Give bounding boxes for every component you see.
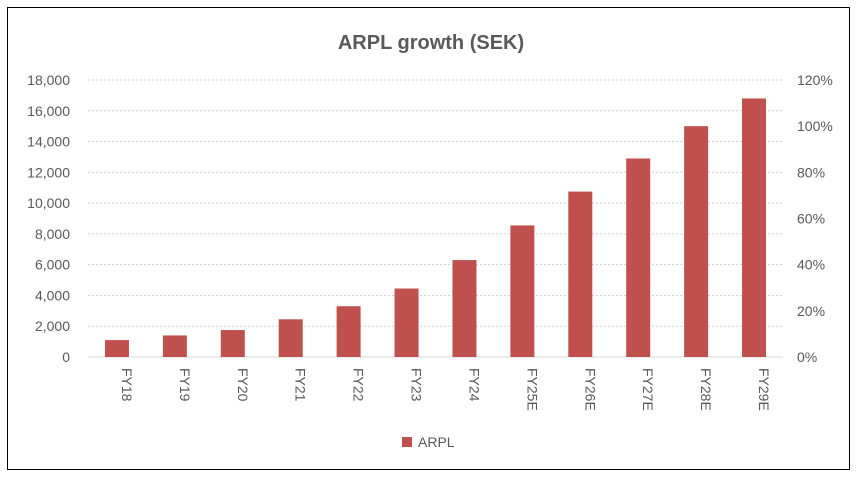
right-tick-label: 120% xyxy=(797,72,833,88)
left-tick-label: 2,000 xyxy=(35,318,70,334)
x-tick-label: FY23 xyxy=(409,368,425,402)
legend-swatch-arpl xyxy=(402,437,412,447)
bar xyxy=(162,335,187,357)
x-axis-ticks: FY18 FY19 FY20 FY21 FY22 FY23 FY24 FY25E FY26E FY… xyxy=(119,368,772,411)
x-tick-label: FY21 xyxy=(293,368,309,402)
x-tick-label: FY19 xyxy=(177,368,193,402)
left-tick-label: 6,000 xyxy=(35,257,70,273)
left-tick-label: 10,000 xyxy=(27,195,70,211)
x-tick-label: FY25E xyxy=(524,368,540,411)
left-tick-label: 16,000 xyxy=(27,103,70,119)
chart-frame xyxy=(7,7,850,470)
left-tick-label: 4,000 xyxy=(35,287,70,303)
chart-title: ARPL growth (SEK) xyxy=(338,32,524,54)
x-tick-label: FY24 xyxy=(466,368,482,402)
right-tick-label: 40% xyxy=(797,257,825,273)
left-tick-label: 0 xyxy=(62,349,70,365)
bar xyxy=(626,158,651,357)
right-tick-label: 0% xyxy=(797,349,817,365)
x-tick-label: FY22 xyxy=(351,368,367,402)
x-tick-label: FY28E xyxy=(698,368,714,411)
x-tick-label: FY26E xyxy=(582,368,598,411)
bars xyxy=(104,98,767,358)
left-tick-label: 12,000 xyxy=(27,164,70,180)
right-axis-ticks: 0% 20% 40% 60% 80% 100% 120% xyxy=(797,72,833,365)
x-tick-label: FY18 xyxy=(119,368,135,402)
left-tick-label: 8,000 xyxy=(35,226,70,242)
bar xyxy=(394,288,419,357)
bar xyxy=(510,225,535,357)
legend-label-arpl: ARPL xyxy=(418,434,455,450)
bar xyxy=(568,191,593,357)
left-axis-ticks: 0 2,000 4,000 6,000 8,000 10,000 12,000 14,000 1… xyxy=(27,72,70,365)
bar xyxy=(104,340,129,357)
right-tick-label: 20% xyxy=(797,303,825,319)
x-tick-label: FY29E xyxy=(756,368,772,411)
bar xyxy=(278,319,303,357)
x-tick-label: FY27E xyxy=(640,368,656,411)
left-tick-label: 14,000 xyxy=(27,134,70,150)
bar xyxy=(684,126,709,358)
right-tick-label: 100% xyxy=(797,118,833,134)
right-tick-label: 80% xyxy=(797,164,825,180)
legend: ARPL xyxy=(402,434,455,450)
x-tick-label: FY20 xyxy=(235,368,251,402)
bar xyxy=(220,330,245,357)
right-tick-label: 60% xyxy=(797,211,825,227)
bar xyxy=(336,306,361,357)
bar xyxy=(742,98,767,357)
bar xyxy=(452,260,477,357)
left-tick-label: 18,000 xyxy=(27,72,70,88)
gridlines xyxy=(88,79,783,358)
